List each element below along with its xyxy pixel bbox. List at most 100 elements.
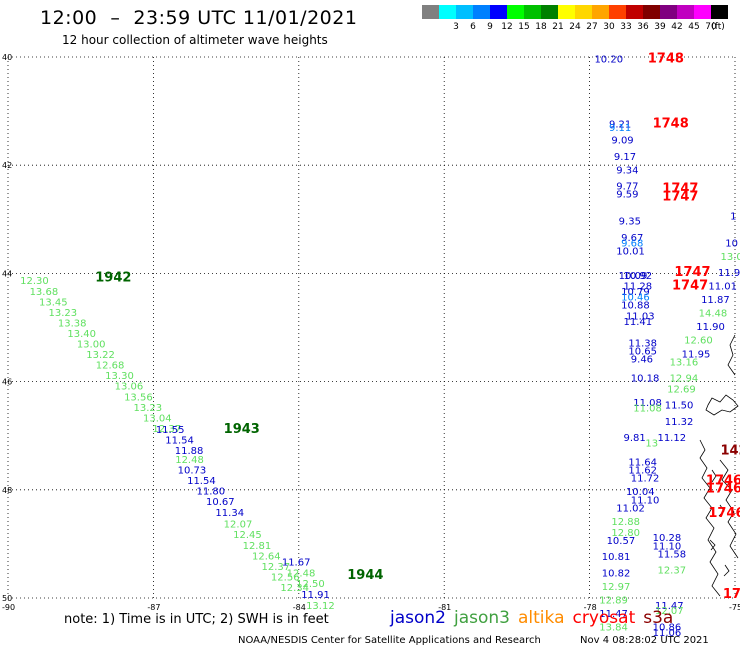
wave-height-value: 12.64 — [252, 551, 281, 562]
coastline-segment — [705, 394, 739, 416]
footer-credit: NOAA/NESDIS Center for Satellite Applica… — [238, 635, 541, 646]
legend-swatch-label: 36 — [637, 22, 649, 32]
wave-height-value: 11.32 — [665, 417, 694, 428]
wave-height-value: 9.67 — [621, 233, 643, 244]
pass-time-label: 1747 — [672, 279, 708, 294]
legend-swatch — [473, 5, 490, 19]
wave-height-value: 11.67 — [282, 558, 311, 569]
legend-swatch — [677, 5, 694, 19]
wave-height-value: 11.08 — [633, 403, 662, 414]
wave-height-value: 12.80 — [611, 528, 640, 539]
wave-height-value: 11.47 — [599, 609, 628, 620]
legend-swatch — [626, 5, 643, 19]
wave-height-value: 11.95 — [682, 349, 711, 360]
wave-height-value: 12.88 — [611, 517, 640, 528]
pass-time-label: 1745 — [723, 587, 740, 602]
wave-height-value: 13.56 — [124, 392, 153, 403]
wave-height-value: 12.56 — [271, 572, 300, 583]
wave-height-value: 13.30 — [105, 371, 134, 382]
wave-height-value: 9.17 — [614, 152, 636, 163]
wave-height-value: 11.58 — [657, 549, 686, 560]
wave-height-value: 12.07 — [655, 606, 684, 617]
wave-height-value: 10.28 — [653, 533, 682, 544]
lat-tick-label: 42 — [2, 161, 12, 170]
coastline-segment — [699, 439, 721, 597]
wave-height-value: 1 — [730, 211, 736, 222]
wave-height-value: 11.72 — [631, 474, 660, 485]
wave-height-value: 11.34 — [215, 508, 244, 519]
legend-swatch-label: 33 — [620, 22, 632, 32]
wave-height-value: 11.08 — [633, 398, 662, 409]
wave-height-value: 11.02 — [616, 503, 645, 514]
wave-height-value: 12.50 — [296, 579, 325, 590]
wave-height-value: 11.87 — [701, 295, 730, 306]
legend-swatch-label: 18 — [535, 22, 547, 32]
lon-tick-label: -84 — [293, 603, 306, 612]
wave-height-value: 10.65 — [628, 347, 657, 358]
wave-height-value: 11.28 — [624, 282, 653, 293]
wave-height-value: 9.81 — [624, 433, 646, 444]
wave-height-value: 11.12 — [657, 433, 686, 444]
wave-height-value: 10.57 — [607, 536, 636, 547]
coastline-segment — [727, 334, 736, 376]
lat-tick-label: 48 — [2, 486, 12, 495]
wave-height-value: 9.34 — [616, 165, 638, 176]
lon-tick-label: -81 — [438, 603, 451, 612]
wave-height-value: 12.81 — [243, 541, 272, 552]
legend-swatch-label: 24 — [569, 22, 581, 32]
legend-swatch-label: 42 — [671, 22, 683, 32]
wave-height-value: 12.69 — [667, 384, 696, 395]
legend-swatch — [660, 5, 677, 19]
wave-height-value: 11.47 — [655, 601, 684, 612]
wave-height-value: 11.62 — [628, 466, 657, 477]
legend-swatch — [490, 5, 507, 19]
wave-height-value: 11.10 — [631, 495, 660, 506]
wave-height-value: 11.50 — [665, 401, 694, 412]
wave-height-value: 10.01 — [616, 246, 645, 257]
legend-swatch — [609, 5, 626, 19]
satellite-altika: altika — [518, 608, 565, 628]
legend-swatch — [592, 5, 609, 19]
coastline-segment — [709, 469, 730, 577]
legend-swatch — [694, 5, 711, 19]
wave-height-value: 13.22 — [86, 350, 115, 361]
pass-time-label: 1748 — [648, 51, 684, 66]
wave-height-value: 9.11 — [609, 123, 631, 134]
wave-height-value: 13.06 — [115, 382, 144, 393]
pass-time-label: 1747 — [662, 189, 698, 204]
legend-swatch-label: 3 — [453, 22, 459, 32]
legend-unit: (ft) — [711, 22, 725, 32]
pass-time-label: 1748 — [653, 116, 689, 131]
wave-height-value: 13.45 — [39, 297, 68, 308]
wave-height-value: 11.80 — [197, 487, 226, 498]
wave-height-value: 11.38 — [628, 338, 657, 349]
coastline-segment — [719, 459, 739, 559]
legend-swatch-label: 6 — [470, 22, 476, 32]
pass-time-label: 1746 — [706, 482, 740, 497]
pass-time-label: 1420 — [720, 444, 740, 459]
wave-height-value: 9.68 — [621, 238, 643, 249]
wave-height-value: 10.04 — [626, 487, 655, 498]
pass-time-label: 1942 — [95, 271, 131, 286]
wave-height-value: 13.16 — [670, 357, 699, 368]
wave-height-value: 14.48 — [699, 309, 728, 320]
legend-swatch — [575, 5, 592, 19]
wave-height-value: 11.10 — [653, 541, 682, 552]
wave-height-value: 13.23 — [134, 403, 163, 414]
wave-height-value: 9.09 — [611, 136, 633, 147]
wave-height-value: 10.79 — [621, 287, 650, 298]
pass-time-label: 1747 — [662, 181, 698, 196]
legend-swatch-label: 15 — [518, 22, 530, 32]
wave-height-value: 13.68 — [30, 287, 59, 298]
satellite-jason3: jason3 — [454, 608, 510, 628]
wave-height-value: 11.06 — [653, 628, 682, 639]
wave-height-value: 10.92 — [624, 271, 653, 282]
wave-height-value: 12.37 — [657, 566, 686, 577]
legend-swatch — [439, 5, 456, 19]
wave-height-value: 12.60 — [684, 336, 713, 347]
wave-height-value: 9.77 — [616, 182, 638, 193]
wave-height-value: 12.48 — [287, 568, 316, 579]
wave-height-value: 13.04 — [143, 413, 172, 424]
wave-height-value: 13.38 — [58, 318, 87, 329]
wave-height-value: 9.59 — [616, 190, 638, 201]
